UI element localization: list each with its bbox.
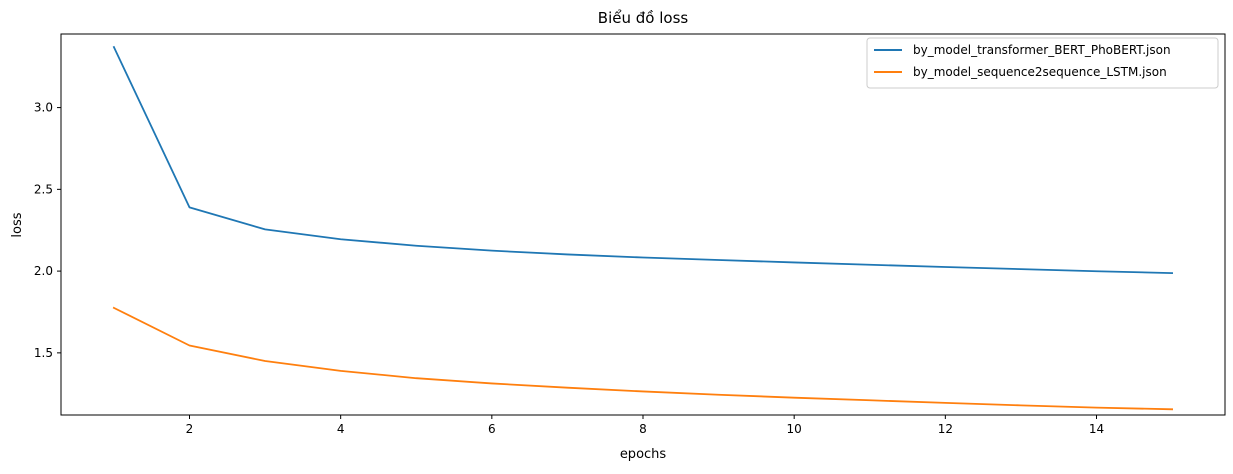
x-axis-label: epochs	[620, 447, 667, 462]
axis-ticks: 2 4 6 8 10 12 14 1.5 2.0 2.5 3.0	[34, 101, 1104, 436]
x-tick-label: 14	[1089, 422, 1104, 436]
x-tick-label: 4	[337, 422, 345, 436]
y-tick-label: 2.0	[34, 264, 53, 278]
x-tick-label: 6	[488, 422, 496, 436]
x-tick-label: 10	[787, 422, 802, 436]
series-line-transformer-bert-phobert	[112, 45, 1174, 274]
chart-title: Biểu đồ loss	[598, 9, 689, 27]
y-tick-label: 3.0	[34, 101, 53, 115]
x-tick-label: 8	[639, 422, 647, 436]
legend-box	[866, 37, 1219, 89]
series-lines	[112, 45, 1174, 411]
plot-area-frame	[60, 33, 1226, 416]
y-axis-label: loss	[10, 212, 25, 237]
series-line-sequence2sequence-lstm	[112, 306, 1174, 411]
legend: by_model_transformer_BERT_PhoBERT.json b…	[866, 37, 1219, 89]
x-tick-label: 2	[186, 422, 194, 436]
y-tick-label: 1.5	[34, 346, 53, 360]
legend-label-sequence2sequence-lstm: by_model_sequence2sequence_LSTM.json	[913, 65, 1167, 79]
legend-label-transformer-bert-phobert: by_model_transformer_BERT_PhoBERT.json	[913, 43, 1171, 57]
y-tick-label: 2.5	[34, 182, 53, 196]
x-tick-label: 12	[938, 422, 953, 436]
